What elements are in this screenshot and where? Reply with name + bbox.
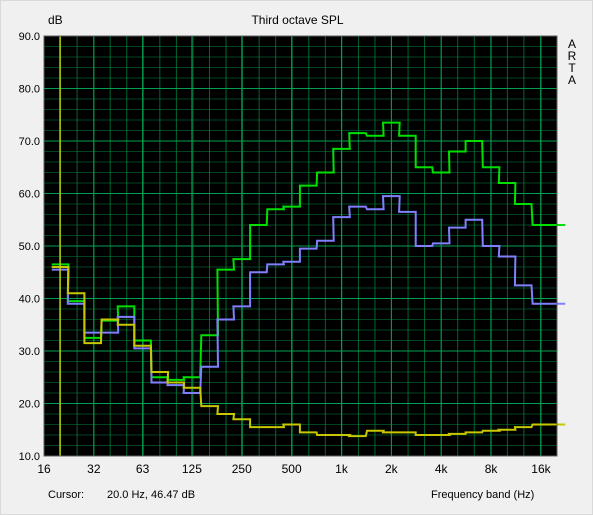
y-tick-label: 50.0	[19, 241, 40, 253]
y-tick-label: 80.0	[19, 84, 40, 96]
x-tick-label: 63	[136, 462, 150, 476]
y-axis-unit: dB	[48, 13, 63, 27]
logo-letter: A	[567, 37, 576, 51]
x-tick-label: 16k	[531, 462, 551, 476]
x-axis-label: Frequency band (Hz)	[431, 489, 535, 501]
cursor-readout: 20.0 Hz, 46.47 dB	[107, 489, 196, 501]
y-tick-label: 30.0	[19, 346, 40, 358]
y-tick-label: 60.0	[19, 189, 40, 201]
x-tick-label: 500	[282, 462, 302, 476]
x-tick-label: 32	[87, 462, 101, 476]
x-tick-label: 125	[182, 462, 202, 476]
arta-logo: A R T A	[565, 38, 579, 86]
logo-letter: A	[567, 73, 576, 87]
x-tick-label: 8k	[485, 462, 499, 476]
y-tick-label: 10.0	[19, 451, 40, 463]
y-tick-label: 40.0	[19, 294, 40, 306]
logo-letter: R	[567, 49, 577, 63]
x-tick-label: 16	[37, 462, 51, 476]
logo-letter: T	[568, 61, 576, 75]
y-tick-label: 20.0	[19, 399, 40, 411]
series-line	[51, 121, 566, 381]
x-tick-label: 2k	[385, 462, 399, 476]
plot-border	[43, 35, 558, 457]
y-tick-label: 70.0	[19, 136, 40, 148]
chart-title: Third octave SPL	[251, 13, 344, 27]
y-tick-label: 90.0	[19, 31, 40, 43]
x-tick-label: 4k	[435, 462, 449, 476]
x-tick-label: 1k	[335, 462, 349, 476]
cursor-label: Cursor:	[48, 489, 85, 501]
series-line	[51, 195, 566, 394]
series-line	[51, 266, 566, 438]
x-tick-label: 250	[232, 462, 252, 476]
